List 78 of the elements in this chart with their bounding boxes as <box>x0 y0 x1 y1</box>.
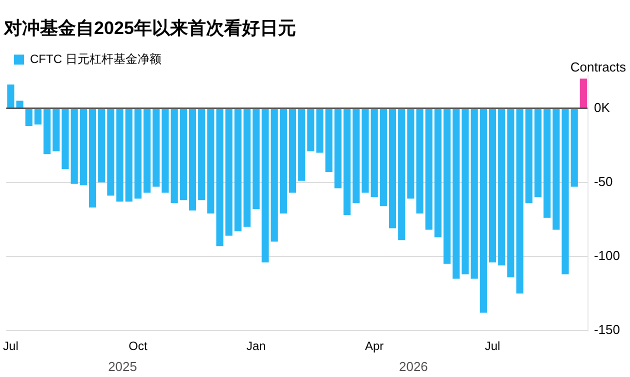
bar <box>407 108 414 199</box>
bar <box>52 108 60 152</box>
bar <box>352 108 360 204</box>
y-tick-label: 0K <box>594 100 610 115</box>
x-tick-label: Apr <box>365 339 384 354</box>
bar <box>370 108 378 198</box>
bar <box>116 108 124 202</box>
bar <box>80 108 87 186</box>
bar <box>125 108 132 202</box>
bar <box>88 108 96 208</box>
bar <box>570 108 578 187</box>
bar <box>25 108 32 126</box>
bar <box>562 108 569 274</box>
bar <box>134 108 142 199</box>
bar <box>488 108 496 262</box>
text: 2026 <box>398 359 428 374</box>
bar <box>180 108 187 200</box>
bar <box>416 108 424 214</box>
y-tick-label: -100 <box>594 248 620 264</box>
bar <box>325 108 332 172</box>
bar <box>552 108 560 230</box>
bar <box>7 84 14 108</box>
bar <box>34 108 42 125</box>
bar <box>188 108 196 211</box>
bar <box>452 108 460 279</box>
bar <box>70 108 78 184</box>
bar <box>462 108 469 274</box>
chart-title: 对冲基金自2025年以来首次看好日元 <box>3 18 296 38</box>
x-tick-label: Oct <box>128 339 148 354</box>
bar <box>316 108 324 153</box>
bar <box>162 108 169 193</box>
bar <box>198 108 206 200</box>
bar <box>280 108 287 214</box>
x-tick-label: Jan <box>246 339 266 354</box>
bar <box>344 108 351 215</box>
bar <box>107 108 114 196</box>
bar <box>388 108 396 228</box>
bar <box>170 108 178 204</box>
bar <box>98 108 106 182</box>
bar <box>144 108 151 193</box>
bar <box>270 108 278 242</box>
y-tick-label: -50 <box>594 174 613 189</box>
bar <box>288 108 296 193</box>
bar <box>444 108 451 264</box>
bar <box>498 108 506 266</box>
bar <box>62 108 69 169</box>
bar <box>44 108 51 154</box>
bar <box>534 108 542 198</box>
bar <box>216 108 224 246</box>
bar <box>507 108 514 278</box>
legend-label: CFTC 日元杠杆基金净额 <box>30 52 162 66</box>
y-tick-label: -150 <box>594 322 620 338</box>
bar <box>262 108 269 262</box>
bar <box>544 108 551 218</box>
text: 2025 <box>108 359 137 374</box>
bar <box>380 108 387 206</box>
bar <box>298 108 306 181</box>
bar <box>334 108 342 188</box>
bar <box>252 108 260 210</box>
bar <box>152 108 160 187</box>
bar <box>580 78 587 108</box>
x-tick-label: Jul <box>3 339 18 354</box>
x-tick-label: Jul <box>484 339 500 354</box>
bar <box>207 108 214 214</box>
bar <box>480 108 487 313</box>
bar <box>425 108 432 230</box>
bar <box>362 108 369 193</box>
bar <box>516 108 524 294</box>
bar <box>398 108 406 240</box>
bar <box>234 108 242 232</box>
bar <box>225 108 232 236</box>
bar <box>434 108 442 238</box>
bar <box>307 108 314 152</box>
bar <box>470 108 478 279</box>
y-axis-title: Contracts <box>570 60 626 75</box>
bar <box>244 108 251 227</box>
bar <box>16 100 24 108</box>
bar <box>525 108 532 204</box>
